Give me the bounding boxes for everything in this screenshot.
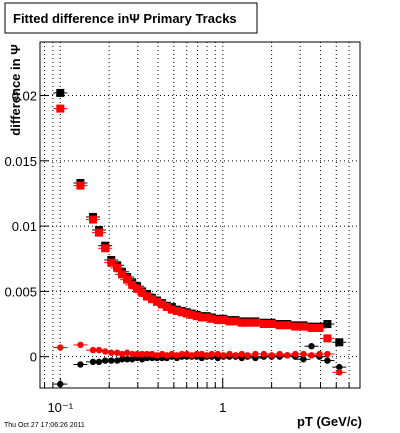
marker: [323, 334, 332, 343]
marker: [95, 358, 103, 366]
marker: [57, 380, 64, 388]
marker: [315, 323, 324, 332]
y-axis-label: difference in Ψ: [8, 44, 23, 135]
title-box: [4, 2, 258, 34]
y-tick-label: 0.01: [12, 219, 37, 234]
marker: [102, 348, 109, 355]
marker: [292, 350, 299, 358]
marker: [177, 308, 186, 317]
marker: [158, 300, 167, 309]
y-tick-label: 0.015: [4, 154, 37, 169]
marker: [275, 321, 284, 330]
x-tick-label: 1: [219, 400, 226, 415]
marker: [94, 228, 103, 237]
marker: [308, 343, 315, 350]
marker: [56, 88, 65, 97]
marker: [95, 346, 103, 354]
marker: [260, 350, 267, 358]
marker: [336, 363, 343, 371]
x-tick-label: 10⁻¹: [47, 400, 73, 415]
marker: [283, 321, 292, 330]
marker: [251, 318, 260, 327]
marker: [123, 275, 132, 284]
marker: [291, 322, 300, 331]
marker: [56, 104, 65, 113]
marker: [244, 352, 251, 359]
marker: [259, 320, 268, 329]
marker: [77, 361, 84, 368]
x-axis-label: pT (GeV/c): [297, 414, 362, 429]
marker: [268, 352, 275, 359]
marker: [324, 357, 331, 364]
marker: [138, 288, 147, 297]
marker: [77, 341, 84, 349]
marker: [57, 344, 64, 351]
marker: [148, 295, 157, 304]
marker: [143, 292, 152, 301]
marker: [335, 338, 344, 347]
marker: [118, 270, 127, 279]
y-tick-label: 0.02: [12, 89, 37, 104]
marker: [101, 244, 110, 253]
marker: [276, 350, 283, 358]
marker: [172, 306, 181, 315]
marker: [207, 314, 216, 323]
marker: [252, 350, 259, 358]
marker: [187, 310, 196, 319]
marker: [89, 215, 98, 224]
marker: [308, 352, 315, 359]
marker: [226, 350, 233, 358]
marker: [153, 297, 162, 306]
marker: [316, 350, 323, 358]
y-tick-label: 0: [30, 350, 37, 365]
marker: [231, 317, 240, 326]
marker: [299, 322, 308, 331]
marker: [113, 263, 122, 272]
marker: [336, 369, 343, 376]
marker: [192, 312, 201, 321]
footer: Thu Oct 27 17:06:26 2011: [4, 422, 85, 429]
marker: [162, 303, 171, 312]
marker: [243, 318, 252, 327]
marker: [300, 350, 307, 358]
marker: [76, 181, 85, 190]
marker: [232, 352, 239, 359]
marker: [307, 323, 316, 332]
marker: [220, 352, 227, 359]
marker: [284, 352, 291, 359]
plot-frame: [39, 41, 361, 389]
marker: [214, 350, 221, 358]
marker: [238, 350, 245, 358]
marker: [300, 356, 307, 363]
marker: [128, 280, 137, 289]
marker: [133, 284, 142, 293]
chart-title: Fitted difference inΨ Primary Tracks: [13, 11, 237, 26]
marker: [167, 305, 176, 314]
y-tick-label: 0.005: [4, 284, 37, 299]
marker: [219, 316, 228, 325]
marker: [323, 320, 332, 329]
marker: [324, 350, 331, 358]
marker: [182, 309, 191, 318]
marker: [202, 313, 211, 322]
marker: [107, 258, 116, 267]
marker: [267, 320, 276, 329]
